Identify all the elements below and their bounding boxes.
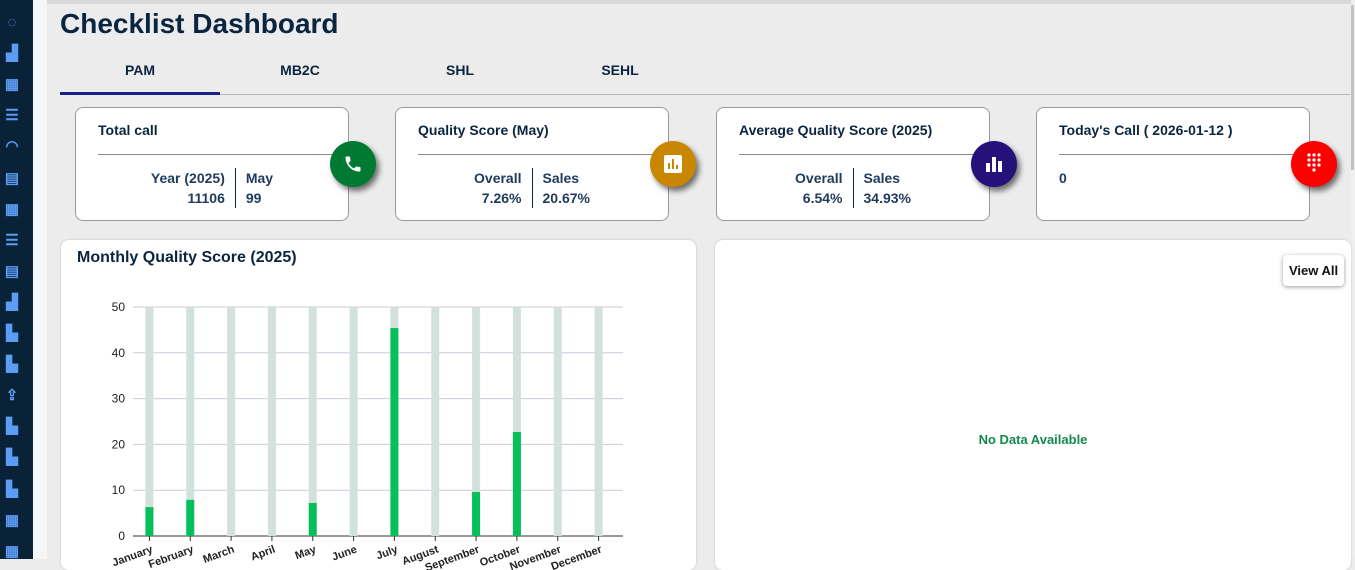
y-tick-label: 0 <box>118 529 125 543</box>
bar-track <box>227 307 236 536</box>
bar-track <box>553 307 562 536</box>
divider <box>1059 154 1299 155</box>
scrollbar[interactable] <box>1351 0 1355 559</box>
cash-register-icon[interactable]: ▙ <box>6 480 18 498</box>
page-title: Checklist Dashboard <box>60 8 339 39</box>
dashboard-add-icon[interactable]: ▦ <box>4 511 20 529</box>
bar <box>308 503 317 536</box>
dashboard-add-icon[interactable]: ▦ <box>4 200 20 218</box>
tab-divider <box>60 94 1350 95</box>
bar-track <box>267 307 276 536</box>
sidebar-gap <box>33 0 47 559</box>
bar-track <box>308 307 317 536</box>
bar-chart-icon[interactable]: ▟ <box>6 293 18 311</box>
average-quality-score-card: Average Quality Score (2025) Overall 6.54… <box>716 107 1017 221</box>
active-tab-indicator <box>60 92 220 95</box>
scrollbar-thumb[interactable] <box>1351 5 1354 170</box>
x-tick-label: July <box>375 543 401 562</box>
quality-score-card: Quality Score (May) Overall 7.26% Sales 20.… <box>395 107 696 221</box>
receipt-icon[interactable]: ▤ <box>4 169 20 187</box>
bar-track <box>186 307 195 536</box>
todays-call-card: Today's Call ( 2026-01-12 ) 0 <box>1036 107 1337 221</box>
bar <box>390 328 399 536</box>
file-upload-icon[interactable]: ⇪ <box>5 387 19 405</box>
monthly-quality-chart-card: Monthly Quality Score (2025) 0 10 20 30 40 50… <box>61 240 696 570</box>
x-tick-label: March <box>202 543 237 565</box>
cash-register-icon[interactable]: ▙ <box>6 418 18 436</box>
card-title: Average Quality Score (2025) <box>739 122 933 138</box>
stat-value: 6.54% <box>802 190 843 206</box>
x-tick-label: April <box>249 544 277 564</box>
x-tick-label: February <box>147 543 196 570</box>
dialpad-icon <box>1291 141 1337 187</box>
headset-icon[interactable]: ◠ <box>5 138 19 156</box>
bar-chart-icon[interactable]: ▟ <box>6 45 18 63</box>
bar <box>186 499 195 536</box>
stat-value: 99 <box>245 190 262 206</box>
stat-label: Overall <box>795 170 843 186</box>
y-tick-label: 20 <box>112 437 126 451</box>
tab-pam[interactable]: PAM <box>124 62 156 78</box>
y-tick-label: 30 <box>112 392 126 406</box>
divider <box>98 154 338 155</box>
bar <box>472 492 481 536</box>
bar-track <box>431 307 440 536</box>
bar-track <box>594 307 603 536</box>
card-title: Quality Score (May) <box>418 122 549 138</box>
cash-register-icon[interactable]: ▙ <box>6 325 18 342</box>
y-tick-label: 50 <box>112 300 126 314</box>
x-tick-label: May <box>294 543 319 562</box>
refresh-icon[interactable]: ◌ <box>7 14 17 31</box>
y-tick-label: 10 <box>112 483 126 497</box>
tab-sehl[interactable]: SEHL <box>601 62 639 78</box>
cash-register-icon[interactable]: ▙ <box>6 449 18 467</box>
phone-icon <box>330 141 376 187</box>
stat-value: 34.93% <box>863 190 911 206</box>
tab-shl[interactable]: SHL <box>446 62 474 78</box>
tab-mb2c[interactable]: MB2C <box>280 62 320 78</box>
divider <box>739 154 979 155</box>
cash-register-icon[interactable]: ▙ <box>6 356 18 374</box>
bar-chart-icon <box>971 141 1017 187</box>
top-bar <box>47 0 1355 4</box>
card-title: Today's Call ( 2026-01-12 ) <box>1059 122 1233 138</box>
sidebar: ◌ ▟ ▦ ☰ ◠ ▤ ▦ ☰ ▤ ▟ ▙ ▙ ⇪ ▙ ▙ ▙ ▦ ▦ <box>0 0 33 560</box>
bar-track <box>512 307 521 536</box>
stat-label: Overall <box>474 170 522 186</box>
checklist-icon[interactable]: ☰ <box>5 231 19 249</box>
stat-label: May <box>245 170 274 186</box>
report-icon <box>650 141 696 187</box>
card-title: Total call <box>98 122 158 138</box>
stat-label: Year (2025) <box>150 170 225 186</box>
no-data-message: No Data Available <box>978 432 1088 447</box>
stat-label: Sales <box>542 170 580 186</box>
stat-value: 7.26% <box>481 190 522 206</box>
checklist-icon[interactable]: ☰ <box>5 107 19 125</box>
right-panel: View All No Data Available <box>715 240 1351 570</box>
bar-track <box>145 307 154 536</box>
dashboard-add-icon[interactable]: ▦ <box>4 76 20 94</box>
bar <box>145 507 154 536</box>
receipt-icon[interactable]: ▤ <box>4 262 20 280</box>
stat-value: 0 <box>1059 170 1067 186</box>
total-call-card: Total call Year (2025) 11106 May 99 <box>75 107 376 221</box>
bar <box>512 432 521 536</box>
divider <box>418 154 658 155</box>
stat-value: 20.67% <box>542 190 590 206</box>
view-all-button[interactable]: View All <box>1283 255 1345 286</box>
stat-label: Sales <box>863 170 901 186</box>
bar-track <box>349 307 358 536</box>
x-tick-label: June <box>330 544 358 564</box>
stat-value: 11106 <box>187 190 225 206</box>
chart-title: Monthly Quality Score (2025) <box>77 249 297 266</box>
dashboard-add-icon[interactable]: ▦ <box>4 542 20 560</box>
y-tick-label: 40 <box>112 346 126 360</box>
bar-track <box>472 307 481 536</box>
